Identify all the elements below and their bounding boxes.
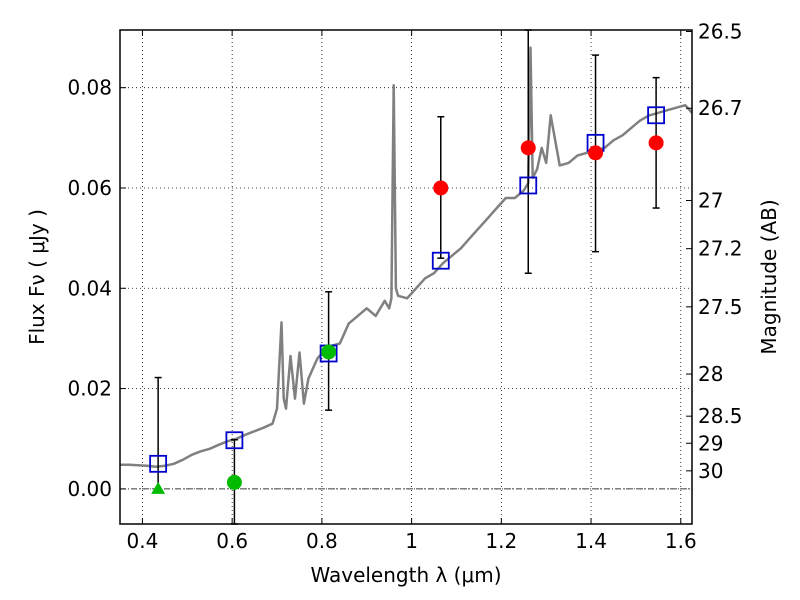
- errorbars: [154, 29, 660, 525]
- x-ticks: 0.4 0.6 0.8 1 1.2 1.4 1.6: [127, 30, 697, 553]
- y-right-tick-label: 29: [698, 431, 723, 455]
- y-right-axis-label: Magnitude (AB): [757, 199, 781, 354]
- observed-upper-limit-marker: [151, 481, 166, 494]
- y-tick-label: 0.02: [67, 377, 112, 401]
- y-tick-label: 0.00: [67, 477, 112, 501]
- observed-point-marker: [433, 180, 449, 196]
- y-right-tick-label: 26.7: [698, 96, 743, 120]
- y-right-tick-label: 27.2: [698, 237, 743, 261]
- y-right-tick-label: 30: [698, 459, 723, 483]
- x-tick-label: 0.6: [216, 529, 248, 553]
- y-right-tick-label: 28: [698, 362, 723, 386]
- y-axis-label: Flux Fν ( μJy ): [25, 209, 49, 345]
- y-tick-label: 0.04: [67, 276, 112, 300]
- y-right-tick-label: 28.5: [698, 404, 743, 428]
- y-right-tick-label: 27.5: [698, 295, 743, 319]
- y-tick-label: 0.08: [67, 76, 112, 100]
- y-right-tick-label: 27: [698, 189, 723, 213]
- x-tick-label: 1.4: [575, 529, 607, 553]
- spectrum-series: [120, 46, 693, 469]
- x-tick-label: 1: [405, 529, 418, 553]
- model-box-marker: [519, 176, 538, 195]
- model-boxes: [149, 106, 666, 473]
- model-box-marker: [149, 454, 168, 473]
- y-right-tick-label: 26.5: [698, 20, 743, 44]
- observed-point-marker: [648, 135, 664, 151]
- spectrum-line: [120, 46, 693, 469]
- x-tick-label: 0.4: [127, 529, 159, 553]
- y-tick-label: 0.06: [67, 176, 112, 200]
- plot-frame: [119, 29, 693, 525]
- y-ticks: 0.00 0.02 0.04 0.06 0.08: [67, 76, 126, 501]
- model-box-marker: [431, 251, 450, 270]
- x-axis-label: Wavelength λ (μm): [310, 563, 501, 587]
- model-box-marker: [225, 431, 244, 450]
- y-right-ticks: 26.5 26.7 27 27.2 27.5 28 28.5 29 30: [686, 20, 743, 483]
- observed-point-marker: [588, 145, 604, 161]
- x-tick-label: 1.6: [665, 529, 697, 553]
- observed-point-marker: [520, 140, 536, 156]
- observed-points: [151, 135, 664, 494]
- model-box-marker: [647, 106, 666, 125]
- x-tick-label: 1.2: [485, 529, 517, 553]
- observed-point-marker: [226, 474, 242, 490]
- x-tick-label: 0.8: [306, 529, 338, 553]
- observed-point-marker: [321, 344, 337, 360]
